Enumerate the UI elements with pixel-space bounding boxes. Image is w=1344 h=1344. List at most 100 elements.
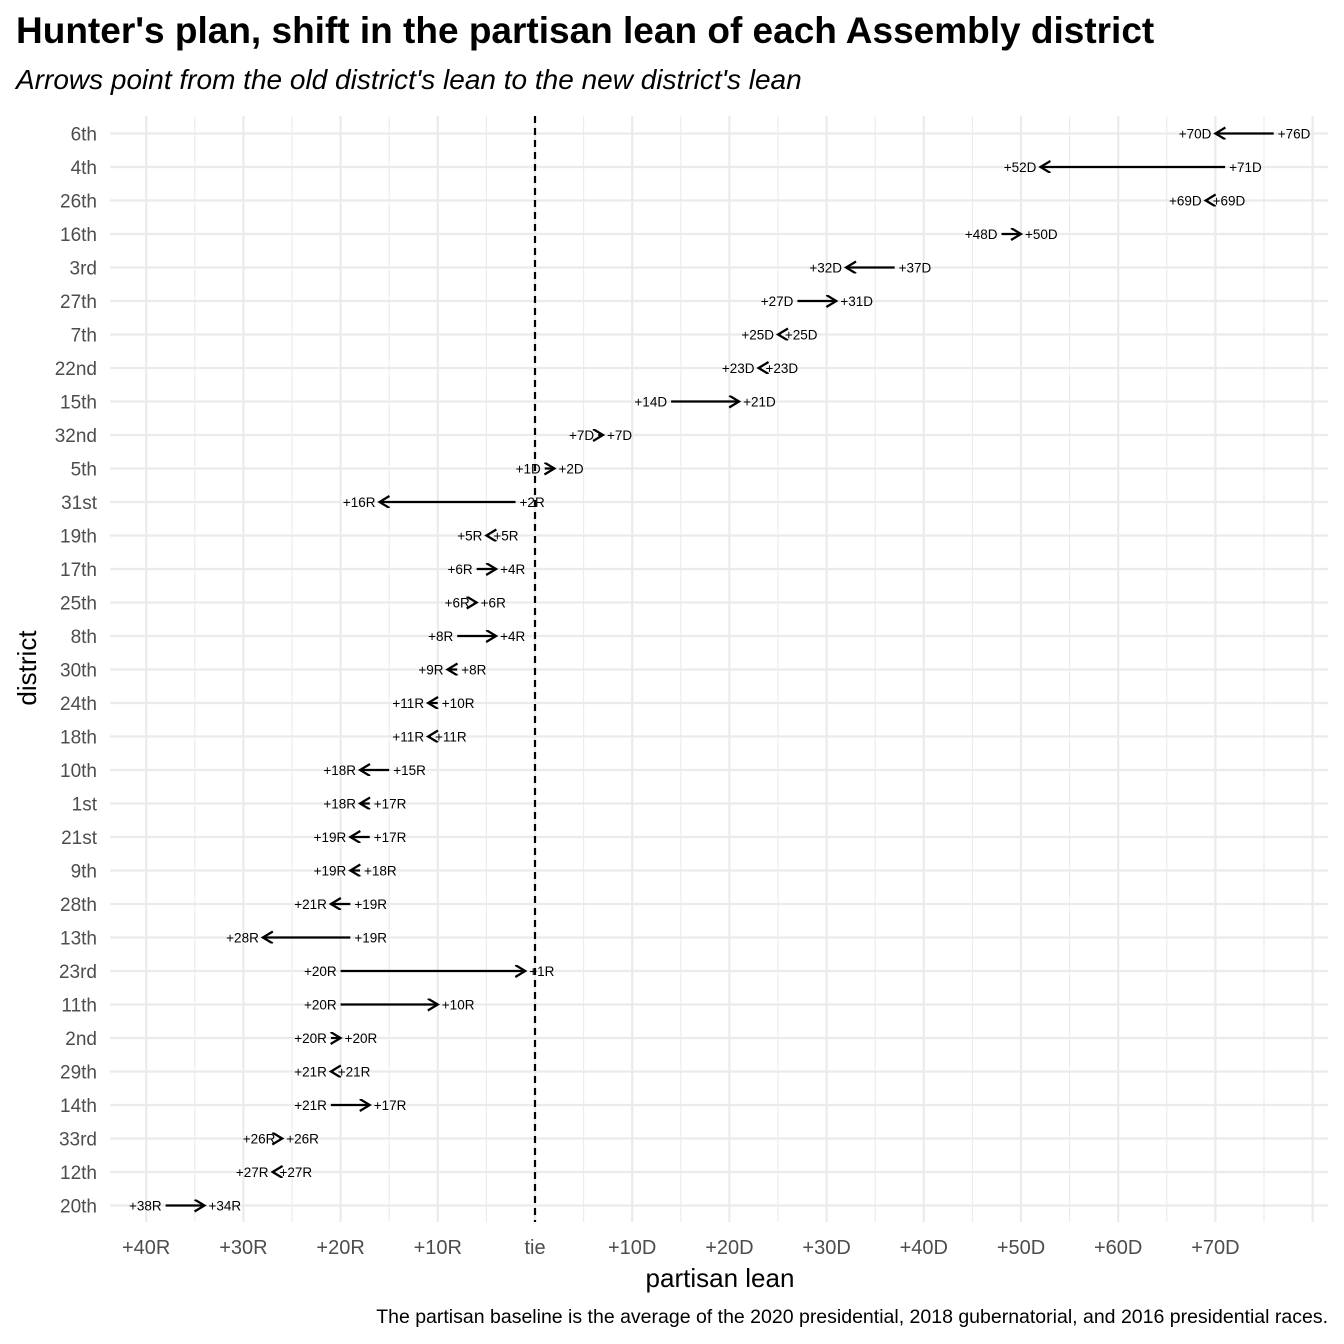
old-lean-label: +5R (493, 529, 518, 544)
y-tick-label: 6th (71, 125, 97, 146)
new-lean-label: +4R (500, 629, 525, 644)
old-lean-label: +8R (461, 663, 486, 678)
x-tick-label: +60D (1094, 1237, 1142, 1259)
new-lean-label: +11R (392, 730, 424, 745)
new-lean-label: +1R (529, 964, 554, 979)
y-axis-title: district (12, 630, 42, 706)
x-tick-label: +20D (705, 1237, 753, 1259)
new-lean-label: +27R (236, 1165, 269, 1180)
y-tick-label: 13th (60, 929, 97, 950)
y-tick-label: 23rd (59, 962, 97, 983)
old-lean-label: +37D (899, 261, 932, 276)
x-tick-label: +40D (900, 1237, 948, 1259)
y-tick-label: 24th (60, 694, 97, 715)
y-tick-label: 3rd (70, 259, 97, 280)
y-tick-label: 33rd (59, 1130, 97, 1151)
x-tick-label: +20R (316, 1237, 364, 1259)
new-lean-label: +21R (294, 1065, 327, 1080)
old-lean-label: +11R (435, 730, 467, 745)
new-lean-label: +4R (500, 562, 525, 577)
chart-caption: The partisan baseline is the average of … (376, 1306, 1328, 1328)
old-lean-label: +21R (338, 1065, 371, 1080)
y-tick-label: 32nd (55, 426, 97, 447)
old-lean-label: +27R (279, 1165, 312, 1180)
y-tick-label: 8th (71, 627, 97, 648)
y-tick-label: 19th (60, 527, 97, 548)
new-lean-label: +31D (840, 294, 873, 309)
x-axis-title: partisan lean (646, 1263, 795, 1293)
old-lean-label: +6R (445, 596, 470, 611)
y-tick-label: 7th (71, 326, 97, 347)
y-tick-label: 4th (71, 158, 97, 179)
y-tick-label: 27th (60, 292, 97, 313)
x-tick-label: +30R (219, 1237, 267, 1259)
new-lean-label: +26R (286, 1132, 319, 1147)
y-tick-label: 30th (60, 661, 97, 682)
new-lean-label: +21D (743, 395, 776, 410)
y-tick-label: 26th (60, 192, 97, 213)
chart-title: Hunter's plan, shift in the partisan lea… (16, 10, 1155, 51)
new-lean-label: +21R (294, 897, 327, 912)
new-lean-label: +18R (323, 797, 356, 812)
old-lean-label: +25D (785, 328, 818, 343)
old-lean-label: +23D (765, 361, 798, 376)
old-lean-label: +17R (374, 797, 407, 812)
new-lean-label: +69D (1169, 194, 1202, 209)
new-lean-label: +6R (481, 596, 506, 611)
old-lean-label: +1D (516, 462, 541, 477)
y-tick-label: 14th (60, 1096, 97, 1117)
old-lean-label: +76D (1278, 127, 1311, 142)
old-lean-label: +2R (520, 495, 545, 510)
y-tick-label: 17th (60, 560, 97, 581)
old-lean-label: +15R (393, 763, 426, 778)
old-lean-label: +26R (243, 1132, 276, 1147)
y-tick-label: 31st (61, 493, 98, 514)
new-lean-label: +10R (442, 998, 475, 1013)
new-lean-label: +70D (1179, 127, 1212, 142)
y-tick-label: 5th (71, 460, 97, 481)
x-tick-label: tie (524, 1237, 545, 1259)
new-lean-label: +25D (741, 328, 774, 343)
old-lean-label: +8R (428, 629, 453, 644)
new-lean-label: +34R (209, 1199, 242, 1214)
y-tick-label: 12th (60, 1163, 97, 1184)
y-tick-label: 1st (72, 795, 98, 816)
point-labels: +76D +70D +71D +52D +69D +69D +48D +50D +37D +32D… (129, 127, 1311, 1214)
new-lean-label: +28R (226, 931, 259, 946)
new-lean-label: +16R (343, 495, 376, 510)
y-tick-label: 11th (61, 996, 97, 1017)
x-tick-label: +10R (414, 1237, 462, 1259)
y-tick-label: 2nd (65, 1029, 97, 1050)
new-lean-label: +18R (323, 763, 356, 778)
new-lean-label: +52D (1004, 160, 1037, 175)
y-axis-ticks: 6th 4th 26th 16th 3rd 27th 7th 22nd 15th 32nd 5th 3… (55, 125, 98, 1218)
y-tick-label: 22nd (55, 359, 97, 380)
old-lean-label: +20R (304, 998, 337, 1013)
x-tick-label: +40R (122, 1237, 170, 1259)
old-lean-label: +6R (448, 562, 473, 577)
y-tick-label: 29th (60, 1063, 97, 1084)
old-lean-label: +14D (634, 395, 667, 410)
old-lean-label: +20R (304, 964, 337, 979)
old-lean-label: +27D (761, 294, 794, 309)
y-tick-label: 25th (60, 594, 97, 615)
new-lean-label: +23D (722, 361, 755, 376)
x-axis-ticks: +40R +30R +20R +10R tie +10D +20D +30D +40D +50D +… (122, 1237, 1240, 1259)
x-tick-label: +70D (1191, 1237, 1239, 1259)
old-lean-label: +71D (1229, 160, 1262, 175)
y-tick-label: 16th (60, 225, 97, 246)
new-lean-label: +11R (392, 696, 424, 711)
grid (110, 116, 1328, 1222)
new-lean-label: +32D (809, 261, 842, 276)
x-tick-label: +10D (608, 1237, 656, 1259)
old-lean-label: +18R (364, 864, 397, 879)
old-lean-label: +21R (294, 1098, 327, 1113)
old-lean-label: +69D (1213, 194, 1246, 209)
old-lean-label: +20R (294, 1031, 327, 1046)
y-tick-label: 9th (71, 862, 97, 883)
new-lean-label: +2D (558, 462, 583, 477)
old-lean-label: +17R (374, 830, 407, 845)
x-tick-label: +50D (997, 1237, 1045, 1259)
old-lean-label: +10R (442, 696, 475, 711)
